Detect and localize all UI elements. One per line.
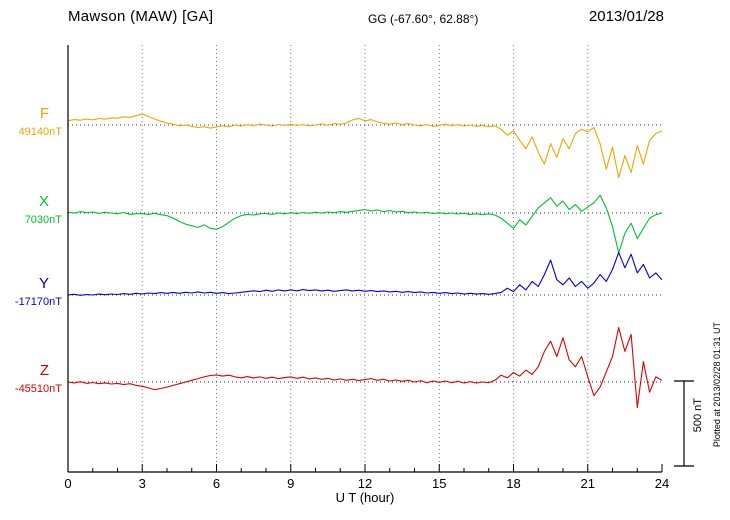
x-tick-label: 24 bbox=[655, 476, 669, 491]
station-title: Mawson (MAW) [GA] bbox=[68, 8, 214, 25]
x-tick-label: 0 bbox=[64, 476, 71, 491]
series-baseline-value-Z: -45510nT bbox=[14, 383, 62, 395]
scale-bar-label: 500 nT bbox=[692, 398, 704, 433]
x-tick-label: 18 bbox=[506, 476, 520, 491]
series-baseline-value-X: 7030nT bbox=[24, 214, 62, 226]
series-letter-F: F bbox=[39, 105, 49, 122]
date-label: 2013/01/28 bbox=[588, 8, 664, 25]
x-axis-label: U T (hour) bbox=[335, 490, 395, 505]
series-baseline-value-F: 49140nT bbox=[18, 126, 62, 138]
series-letter-Z: Z bbox=[39, 362, 49, 379]
coordinates-label: GG (-67.60°, 62.88°) bbox=[368, 12, 479, 26]
trace-Y bbox=[67, 251, 663, 296]
trace-X bbox=[67, 194, 663, 254]
x-tick-label: 9 bbox=[287, 476, 294, 491]
series-label-F: F 49140nT bbox=[2, 106, 62, 138]
series-label-X: X 7030nT bbox=[2, 194, 62, 226]
x-tick-label: 6 bbox=[213, 476, 220, 491]
x-tick-label: 12 bbox=[358, 476, 372, 491]
trace-Z bbox=[67, 327, 663, 409]
x-tick-label: 21 bbox=[581, 476, 595, 491]
series-label-Z: Z -45510nT bbox=[2, 363, 62, 395]
plotted-at-watermark: Plotted at 2013/02/28 01:31 UT bbox=[712, 322, 722, 448]
series-letter-Y: Y bbox=[38, 275, 49, 292]
series-label-Y: Y -17170nT bbox=[2, 276, 62, 308]
trace-F bbox=[67, 113, 663, 179]
series-baseline-value-Y: -17170nT bbox=[14, 296, 62, 308]
x-tick-label: 15 bbox=[432, 476, 446, 491]
x-tick-label: 3 bbox=[139, 476, 146, 491]
series-letter-X: X bbox=[38, 193, 49, 210]
